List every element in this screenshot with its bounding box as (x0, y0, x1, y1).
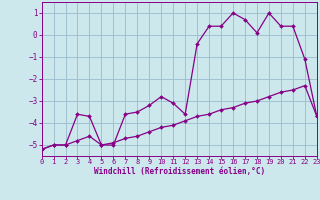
X-axis label: Windchill (Refroidissement éolien,°C): Windchill (Refroidissement éolien,°C) (94, 167, 265, 176)
